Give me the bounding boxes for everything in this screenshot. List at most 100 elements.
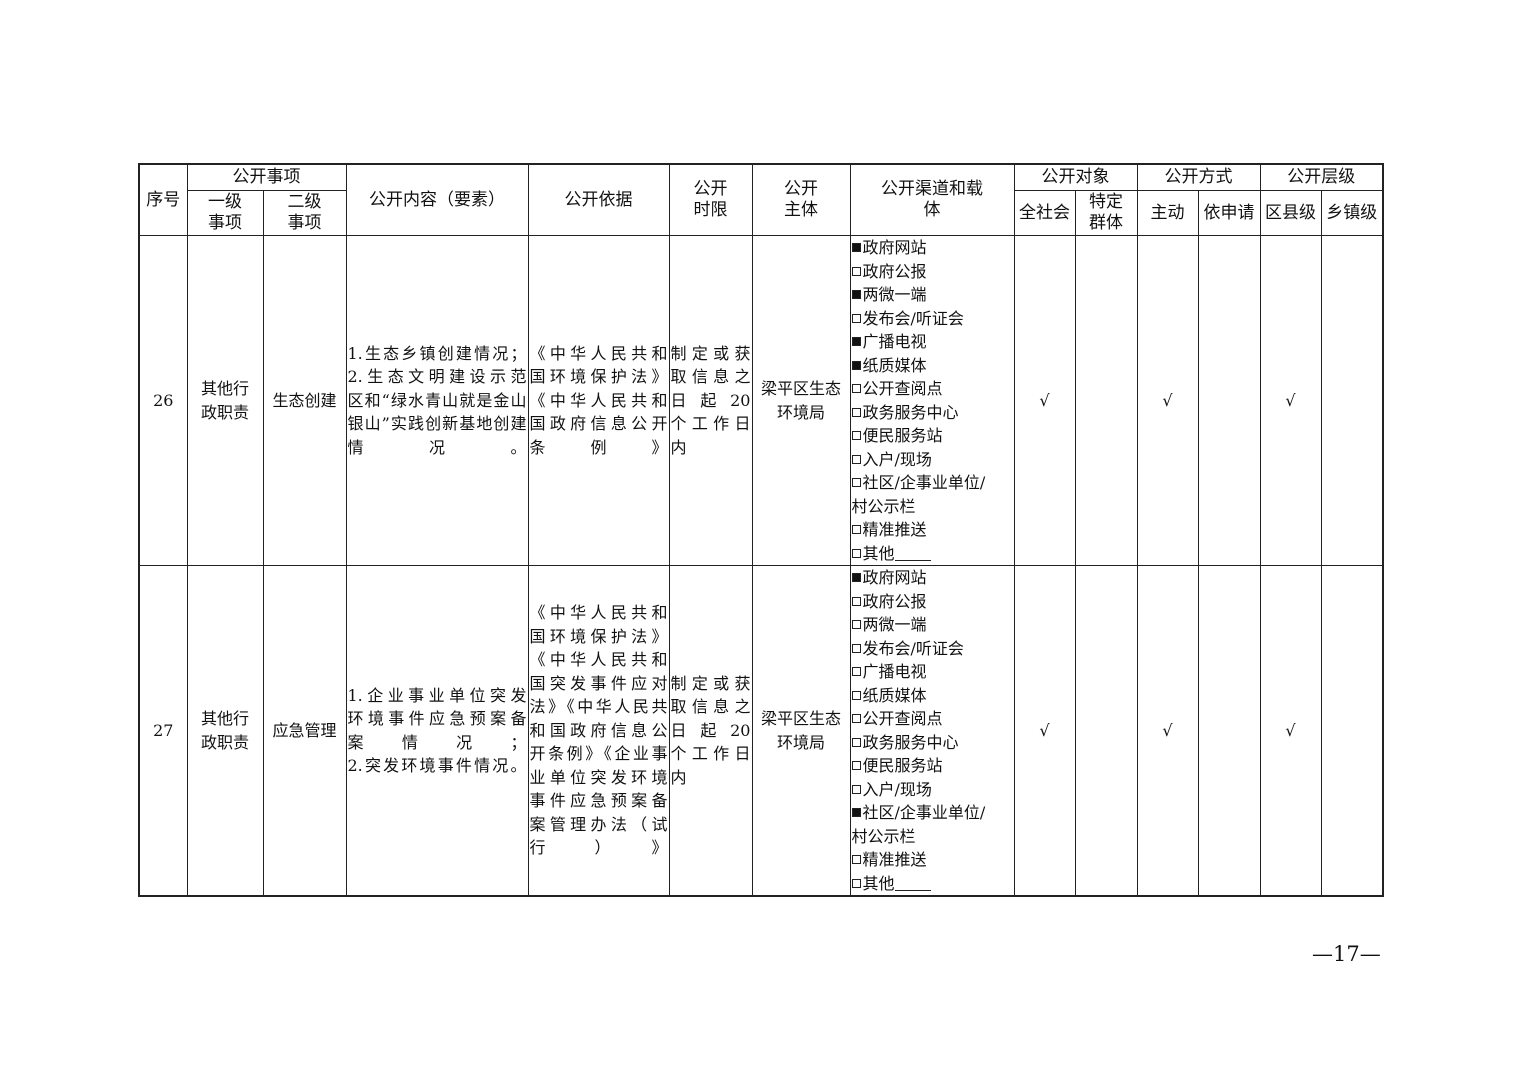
channel-label: 广播电视: [862, 662, 927, 681]
cell-basis: 《中华人民共和 国环境保护法》 《中华人民共和 国政府信息公开 条例》: [527, 235, 670, 566]
channel-option: 其他: [851, 872, 1013, 896]
channel-label: 发布会/听证会: [862, 308, 964, 328]
cell-time-limit: 制定或获 取信息之日 起 20 个工作日内: [668, 235, 753, 566]
channel-label: 广播电视: [862, 332, 927, 351]
cell-content: 1.企业事业单位突发 环境事件应急预案备 案情况； 2.突发环境事件情况。: [345, 565, 529, 897]
cell-content-line: 银山”实践创新基地创建: [347, 414, 527, 434]
header-mode-active: 主动: [1136, 190, 1199, 236]
disclosure-table: 序号 公开事项 公开内容（要素） 公开依据 公开时限 公开主体 公开渠道和载体 …: [138, 163, 1384, 897]
cell-level1-line: 政职责: [200, 402, 249, 422]
unchecked-box-icon: [851, 384, 861, 393]
cell-time-limit-line: 个工作日: [670, 414, 751, 434]
channel-label: 政府网站: [862, 238, 927, 257]
cell-mode-request: [1197, 565, 1261, 897]
cell-basis-line: 《中华人民共和: [529, 343, 668, 363]
channel-option: 广播电视: [851, 330, 1013, 354]
channel-option: 入户/现场: [851, 448, 1013, 472]
unchecked-box-icon: [851, 454, 861, 464]
cell-subject: 梁平区生态 环境局: [751, 235, 851, 566]
channel-label: 社区/企事业单位/: [862, 473, 986, 492]
channel-label: 便民服务站: [862, 756, 943, 775]
unchecked-box-icon: [851, 548, 861, 558]
unchecked-box-icon: [851, 266, 861, 276]
cell-content: 1.生态乡镇创建情况； 2.生态文明建设示范 区和“绿水青山就是金山 银山”实践创新基…: [345, 235, 529, 566]
cell-level1: 其他行 政职责: [186, 235, 264, 566]
cell-content-line: 区和“绿水青山就是金山: [347, 390, 527, 410]
cell-target-specific: [1074, 235, 1138, 566]
cell-time-limit-line: 日 起 20: [670, 720, 751, 740]
channel-option: 政府网站: [851, 237, 1013, 260]
cell-level1: 其他行 政职责: [186, 565, 264, 897]
cell-level1-line: 其他行: [200, 379, 249, 398]
cell-content-line: 1.企业事业单位突发: [347, 685, 527, 705]
cell-seq: 27: [138, 565, 188, 897]
cell-basis-line: 事件应急预案备: [529, 791, 668, 811]
cell-time-limit: 制定或获 取信息之日 起 20 个工作日内: [668, 565, 753, 897]
channel-option: 精准推送: [851, 518, 1013, 542]
cell-seq: 26: [138, 235, 188, 566]
cell-content-line: 2.生态文明建设示范: [347, 367, 527, 387]
cell-content-line: 2.突发环境事件情况。: [347, 756, 527, 775]
cell-basis-line: 条例》: [529, 437, 668, 457]
channel-label: 其他: [862, 543, 895, 563]
channel-option: 社区/企事业单位/: [851, 801, 1013, 825]
unchecked-box-icon: [851, 878, 861, 888]
table-row: 26 其他行 政职责 生态创建 1.生态乡镇创建情况； 2.生态文明建设示范 区和“绿水青山…: [138, 235, 1384, 566]
cell-subject-line: 梁平区生态: [760, 379, 841, 398]
channel-label: 公开查阅点: [862, 709, 943, 728]
unchecked-box-icon: [851, 714, 861, 723]
unchecked-box-icon: [851, 855, 861, 864]
unchecked-box-icon: [851, 407, 861, 417]
cell-level2-line: 应急管理: [272, 720, 337, 740]
cell-time-limit-line: 取信息之: [670, 367, 751, 387]
channel-option: 其他: [851, 542, 1013, 565]
cell-level1-line: 政职责: [200, 732, 249, 752]
cell-target-all: √: [1013, 565, 1076, 897]
cell-level1-line: 其他行: [200, 709, 249, 728]
cell-basis-line: 案管理办法（试: [529, 814, 668, 834]
cell-basis-line: 国环境保护法》: [529, 626, 668, 646]
channel-label: 政务服务中心: [862, 732, 959, 752]
cell-basis-line: 《中华人民共和: [529, 390, 668, 410]
cell-time-limit-line: 个工作日: [670, 744, 751, 764]
cell-channels: 政府网站 政府公报 两微一端 发布会/听证会 广播电视 纸质媒体 公开查阅点 政务服务中心 便民…: [849, 235, 1015, 566]
channel-label: 入户/现场: [862, 779, 932, 799]
channel-label-cont: 村公示栏: [851, 496, 916, 516]
cell-basis: 《中华人民共和 国环境保护法》 《中华人民共和 国突发事件应对 法》《中华人民共 和国政府…: [527, 565, 670, 897]
channel-option: 两微一端: [851, 283, 1013, 307]
cell-time-limit-line: 内: [670, 437, 687, 457]
channel-option: 社区/企事业单位/: [851, 471, 1013, 495]
channel-label: 政府公报: [862, 261, 927, 281]
channel-label: 政府公报: [862, 591, 927, 611]
cell-level2: 生态创建: [262, 235, 347, 566]
cell-basis-line: 《中华人民共和: [529, 603, 668, 623]
channel-option: 精准推送: [851, 848, 1013, 872]
unchecked-box-icon: [851, 431, 861, 440]
channel-option: 便民服务站: [851, 424, 1013, 448]
header-level-town: 乡镇级: [1320, 190, 1384, 236]
cell-content-line: 1.生态乡镇创建情况；: [347, 343, 527, 363]
cell-mode-active: √: [1136, 235, 1199, 566]
unchecked-box-icon: [851, 737, 861, 747]
unchecked-box-icon: [851, 525, 861, 534]
cell-time-limit-line: 制定或获: [670, 673, 751, 693]
header-mode-group: 公开方式: [1136, 163, 1261, 191]
header-time-limit: 公开时限: [668, 163, 753, 236]
channel-option: 政府公报: [851, 260, 1013, 284]
checked-box-icon: [851, 337, 861, 346]
unchecked-box-icon: [851, 690, 861, 700]
cell-channels: 政府网站 政府公报 两微一端 发布会/听证会 广播电视 纸质媒体 公开查阅点 政务服务中心 便民…: [849, 565, 1015, 897]
cell-subject-line: 梁平区生态: [760, 709, 841, 728]
header-basis: 公开依据: [527, 163, 670, 236]
channel-label: 发布会/听证会: [862, 638, 964, 658]
channel-option: 政务服务中心: [851, 731, 1013, 755]
header-level2: 二级事项: [262, 190, 347, 236]
cell-subject: 梁平区生态 环境局: [751, 565, 851, 897]
cell-basis-line: 《中华人民共和: [529, 650, 668, 670]
channel-label: 纸质媒体: [862, 355, 927, 375]
channel-option: 纸质媒体: [851, 354, 1013, 378]
channel-option: 入户/现场: [851, 778, 1013, 802]
checked-box-icon: [851, 808, 861, 817]
channel-label: 精准推送: [862, 850, 927, 869]
header-level-group: 公开层级: [1259, 163, 1384, 191]
